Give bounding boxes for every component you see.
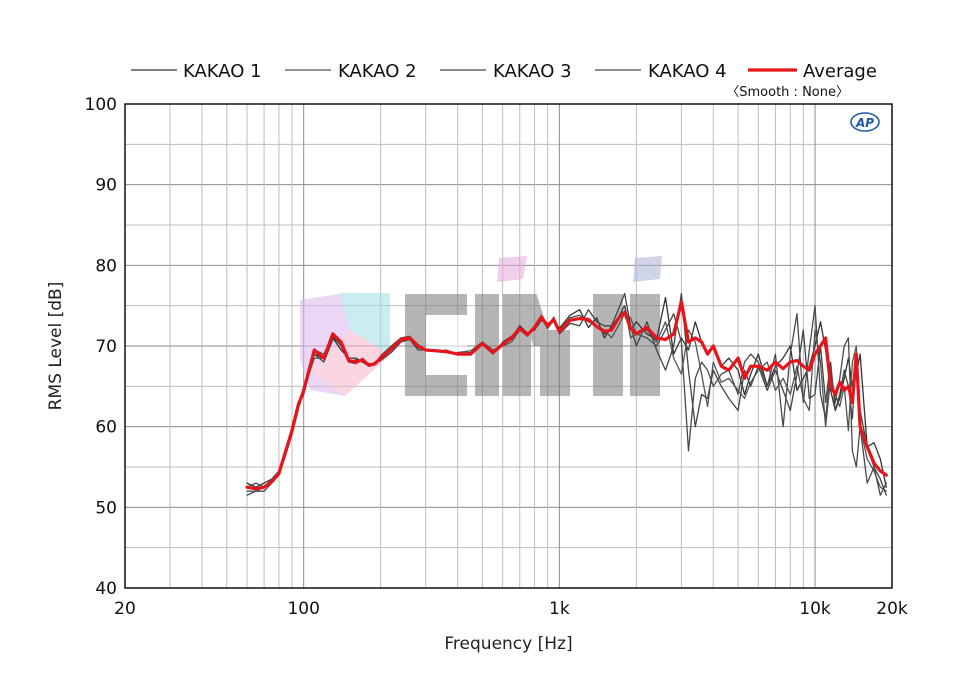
y-tick-label: 90 bbox=[95, 176, 117, 196]
x-tick-label: 1k bbox=[549, 599, 570, 619]
svg-text:AP: AP bbox=[855, 116, 874, 130]
series-lines bbox=[245, 292, 888, 496]
x-tick-label: 20 bbox=[114, 599, 136, 619]
y-tick-label: 50 bbox=[95, 498, 117, 518]
series-line-average bbox=[245, 300, 888, 491]
legend-label: KAKAO 4 bbox=[648, 61, 727, 82]
smooth-note: 〈Smooth : None〉 bbox=[726, 85, 849, 100]
legend-label: KAKAO 1 bbox=[183, 61, 262, 82]
y-tick-label: 60 bbox=[95, 418, 117, 438]
x-tick-label: 20k bbox=[876, 599, 908, 619]
y-axis-title: RMS Level [dB] bbox=[46, 282, 66, 411]
tick-labels: 40 50 60 70 80 90 100 20 100 1k 10k 20k bbox=[85, 95, 908, 619]
x-tick-label: 100 bbox=[287, 599, 319, 619]
y-tick-label: 80 bbox=[95, 256, 117, 276]
legend-label: Average bbox=[803, 61, 877, 82]
legend: KAKAO 1 KAKAO 2 KAKAO 3 KAKAO 4 Average bbox=[131, 61, 877, 82]
x-tick-label: 10k bbox=[799, 599, 831, 619]
legend-label: KAKAO 2 bbox=[338, 61, 417, 82]
legend-label: KAKAO 3 bbox=[493, 61, 572, 82]
plot-frame bbox=[124, 103, 893, 589]
y-tick-label: 70 bbox=[95, 337, 117, 357]
x-axis-title: Frequency [Hz] bbox=[444, 634, 572, 654]
ap-logo-icon: AP bbox=[850, 112, 880, 132]
y-tick-label: 100 bbox=[85, 95, 117, 115]
y-tick-label: 40 bbox=[95, 579, 117, 599]
